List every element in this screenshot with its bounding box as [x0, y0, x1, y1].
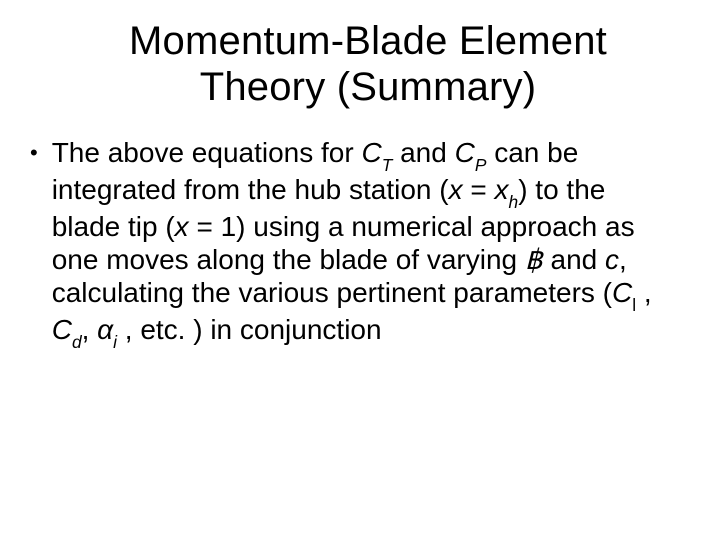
slide-title: Momentum-Blade Element Theory (Summary)	[56, 18, 680, 110]
title-line-2: Theory (Summary)	[200, 65, 537, 109]
sub-T: T	[382, 155, 393, 175]
var-x: x	[175, 211, 189, 242]
sub-h: h	[509, 192, 519, 212]
var-C: C	[612, 277, 632, 308]
text-frag: and	[392, 137, 454, 168]
sub-P: P	[475, 155, 487, 175]
var-beta: ฿	[525, 244, 543, 275]
var-alpha: α	[97, 314, 113, 345]
slide: Momentum-Blade Element Theory (Summary) …	[0, 0, 720, 540]
sub-d: d	[72, 332, 82, 352]
text-frag: and	[543, 244, 605, 275]
sub-l: l	[632, 295, 636, 315]
var-C: C	[52, 314, 72, 345]
text-frag: =	[463, 174, 495, 205]
var-C: C	[455, 137, 475, 168]
title-line-1: Momentum-Blade Element	[129, 19, 607, 63]
var-C: C	[361, 137, 381, 168]
var-x: x	[449, 174, 463, 205]
sub-i: i	[113, 332, 117, 352]
bullet-item: • The above equations for CT and CP can …	[56, 136, 680, 350]
var-c: c	[605, 244, 619, 275]
text-frag: ,	[636, 277, 652, 308]
text-frag: , etc. ) in conjunction	[117, 314, 382, 345]
text-frag: The above equations for	[52, 137, 362, 168]
bullet-dot-icon: •	[30, 136, 38, 169]
text-frag: ,	[82, 314, 98, 345]
bullet-content: The above equations for CT and CP can be…	[52, 136, 680, 350]
var-x: x	[495, 174, 509, 205]
body-text: • The above equations for CT and CP can …	[56, 136, 680, 350]
